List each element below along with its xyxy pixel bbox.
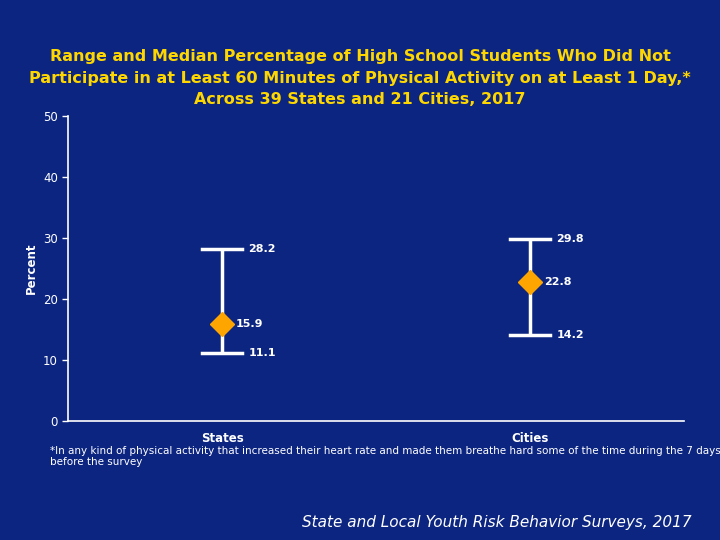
Text: 14.2: 14.2 bbox=[557, 329, 584, 340]
Text: 29.8: 29.8 bbox=[557, 234, 584, 245]
Text: 28.2: 28.2 bbox=[248, 244, 276, 254]
Y-axis label: Percent: Percent bbox=[24, 243, 37, 294]
Text: *In any kind of physical activity that increased their heart rate and made them : *In any kind of physical activity that i… bbox=[50, 446, 720, 467]
Text: State and Local Youth Risk Behavior Surveys, 2017: State and Local Youth Risk Behavior Surv… bbox=[302, 515, 691, 530]
Text: 11.1: 11.1 bbox=[248, 348, 276, 359]
Text: Participate in at Least 60 Minutes of Physical Activity on at Least 1 Day,*: Participate in at Least 60 Minutes of Ph… bbox=[29, 71, 691, 86]
Text: Across 39 States and 21 Cities, 2017: Across 39 States and 21 Cities, 2017 bbox=[194, 92, 526, 107]
Text: 15.9: 15.9 bbox=[236, 319, 264, 329]
Text: Range and Median Percentage of High School Students Who Did Not: Range and Median Percentage of High Scho… bbox=[50, 49, 670, 64]
Text: 22.8: 22.8 bbox=[544, 277, 572, 287]
